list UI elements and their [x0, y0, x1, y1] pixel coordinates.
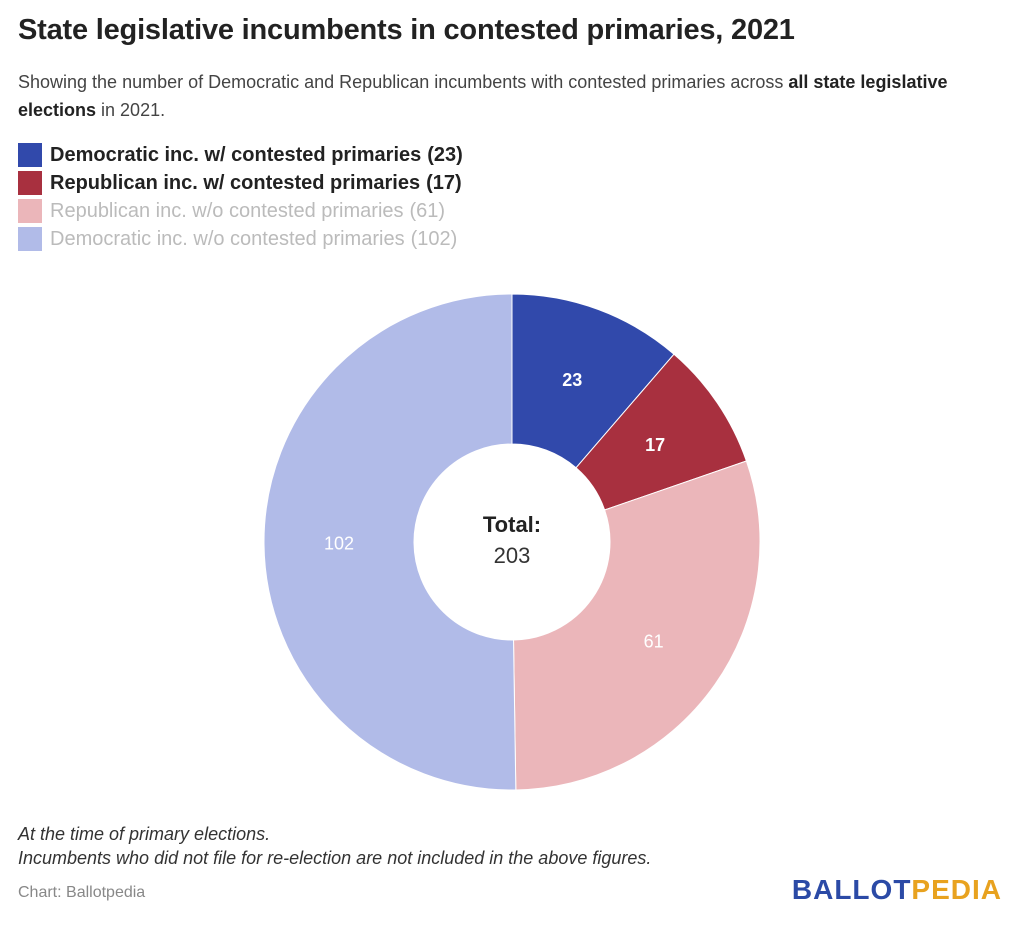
ballotpedia-logo: BALLOTPEDIA [792, 874, 1002, 906]
subtitle-text-end: in 2021. [96, 100, 166, 120]
legend-item[interactable]: Republican inc. w/o contested primaries(… [18, 197, 463, 225]
subtitle-bold-text: all state legislative elections [18, 72, 948, 120]
note-line: Incumbents who did not file for re-elect… [18, 848, 652, 868]
note-line: At the time of primary elections. [18, 824, 271, 844]
donut-slice-labels: 23 17 61 102 [324, 370, 665, 651]
chart-legend: Democratic inc. w/ contested primaries (2… [18, 141, 463, 253]
chart-source: Chart: Ballotpedia [18, 884, 146, 901]
slice-value-label: 102 [324, 533, 354, 553]
donut-chart: 23 17 61 102 [263, 293, 761, 791]
legend-item[interactable]: Democratic inc. w/ contested primaries (2… [18, 141, 463, 169]
legend-label: Democratic inc. w/ contested primaries [50, 143, 422, 166]
logo-part-ballot: BALLOT [791, 874, 912, 905]
legend-label: Republican inc. w/ contested primaries [50, 171, 421, 194]
slice-value-label: 23 [562, 370, 582, 390]
legend-count: (17) [426, 171, 462, 194]
legend-item[interactable]: Democratic inc. w/o contested primaries(… [18, 225, 463, 253]
legend-count: (102) [410, 227, 458, 250]
donut-slice[interactable] [513, 460, 761, 791]
legend-swatch [18, 171, 42, 195]
legend-label: Republican inc. w/o contested primaries [50, 199, 404, 222]
legend-swatch [18, 227, 42, 251]
legend-item[interactable]: Republican inc. w/ contested primaries (1… [18, 169, 463, 197]
logo-part-pedia: PEDIA [911, 874, 1002, 905]
donut-slice[interactable] [263, 293, 517, 791]
donut-slice[interactable] [511, 293, 675, 469]
subtitle-text: Showing the number of Democratic and Rep… [18, 72, 789, 92]
legend-swatch [18, 143, 42, 167]
slice-value-label: 61 [644, 631, 664, 651]
legend-label: Democratic inc. w/o contested primaries [50, 227, 405, 250]
chart-subtitle: Showing the number of Democratic and Rep… [18, 68, 978, 124]
donut-center-title: Total: [482, 512, 542, 537]
chart-notes: At the time of primary elections. Incumb… [18, 822, 651, 870]
legend-count: (61) [409, 199, 446, 222]
donut-center-value: 203 [493, 543, 531, 568]
legend-count: (23) [427, 143, 463, 166]
donut-slices [263, 293, 761, 791]
legend-swatch [18, 199, 42, 223]
chart-title: State legislative incumbents in conteste… [18, 14, 795, 46]
slice-value-label: 17 [645, 435, 665, 455]
